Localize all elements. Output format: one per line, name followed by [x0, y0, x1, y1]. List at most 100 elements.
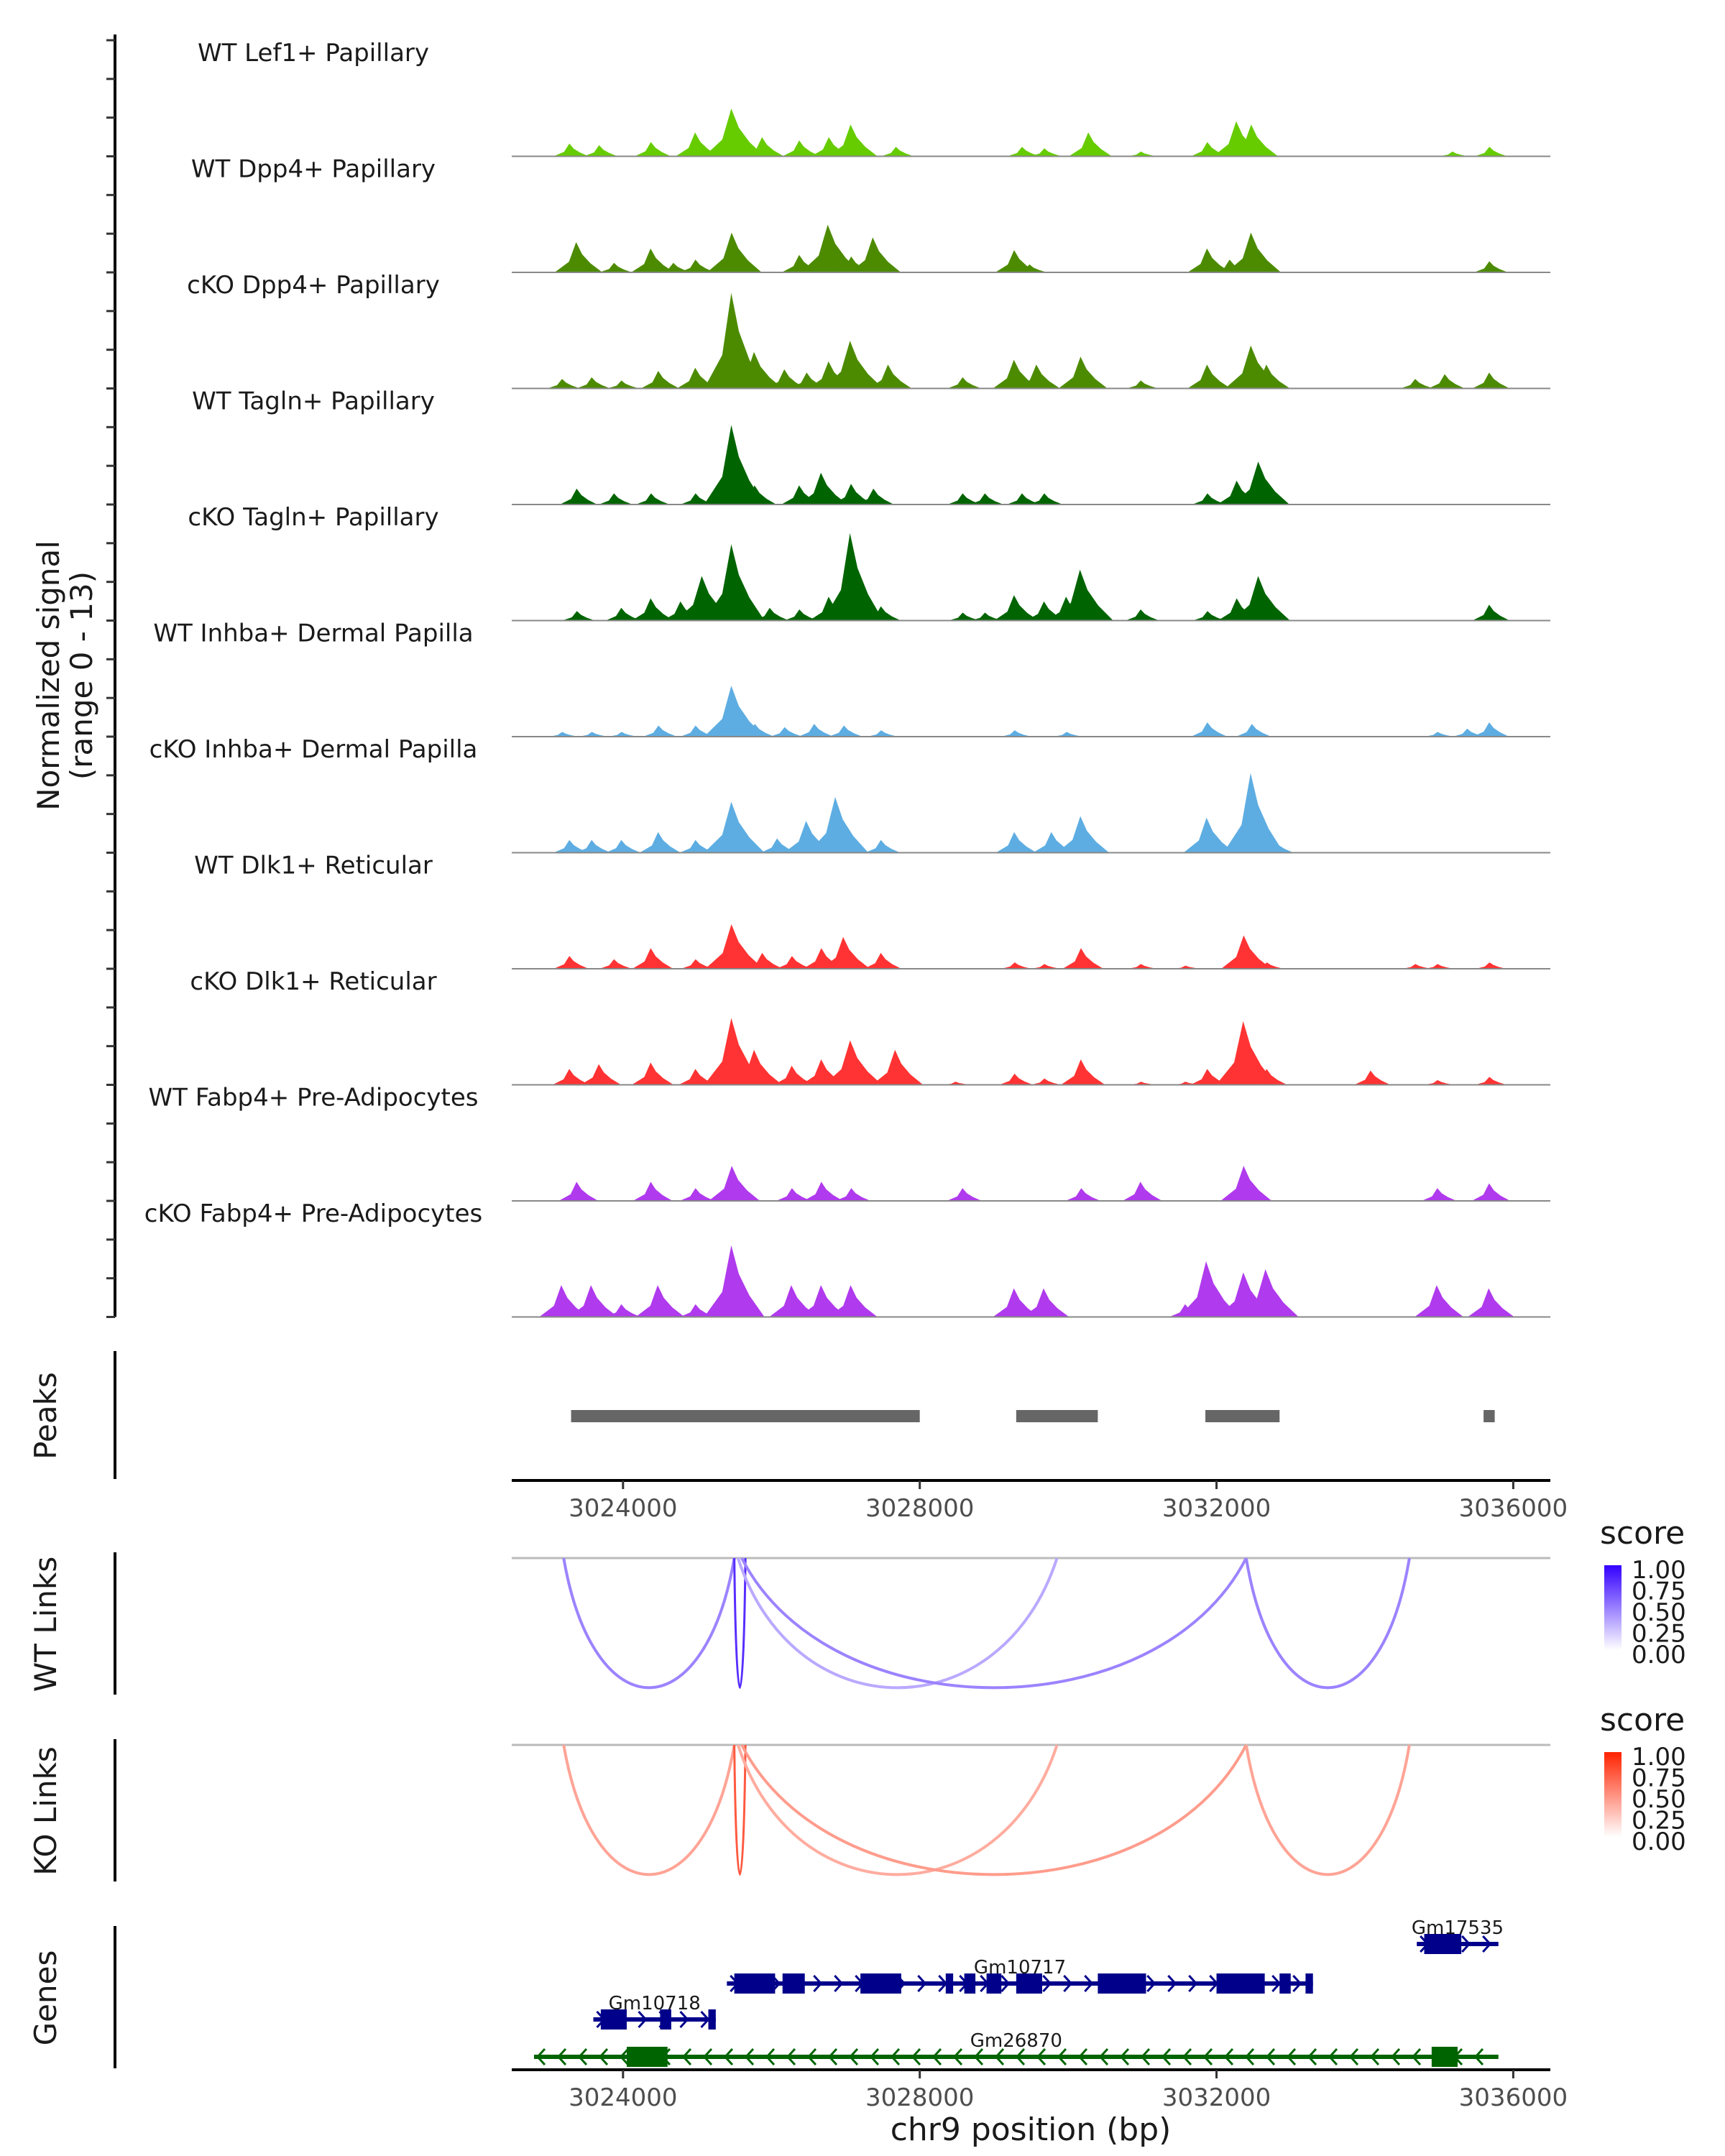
gene-exon	[734, 1973, 776, 1994]
coverage-peak	[1258, 839, 1294, 853]
coverage-peak	[707, 232, 762, 272]
coverage-peak	[769, 1285, 819, 1317]
coverage-peak	[640, 371, 680, 389]
coverage-peak	[1122, 1181, 1162, 1201]
coverage-track: WT Dlk1+ Reticular	[194, 851, 1550, 969]
gene-exon	[1305, 1973, 1313, 1994]
strand-arrow-icon	[1167, 1974, 1177, 1993]
coverage-peak	[584, 145, 618, 157]
gene-exon	[660, 2009, 671, 2030]
coverage-peak	[658, 262, 691, 272]
coverage-peak	[770, 727, 803, 737]
coverage-track-label: WT Dlk1+ Reticular	[194, 851, 433, 880]
coverage-peak	[1220, 1166, 1272, 1201]
coverage-peak	[822, 341, 883, 389]
coverage-peak	[947, 1188, 983, 1201]
peak-interval	[1016, 1410, 1098, 1422]
coverage-peak	[704, 544, 765, 621]
coverage-peak	[599, 262, 632, 272]
link-arc	[1244, 1744, 1411, 1876]
gene-exon	[964, 1973, 976, 1994]
coverage-peak	[1249, 1069, 1287, 1085]
coverage-peak	[828, 725, 863, 737]
gene-exon	[945, 1973, 954, 1994]
legend-tick-label: 0.25	[1632, 1807, 1686, 1835]
coverage-peak	[730, 351, 783, 389]
peak-interval	[1484, 1410, 1495, 1422]
peaks-track	[571, 1410, 1495, 1422]
strand-arrow-icon	[598, 2047, 609, 2066]
coverage-peak	[1006, 493, 1041, 505]
coverage-peak	[1424, 964, 1454, 969]
gene-model: Gm10717	[727, 1957, 1313, 1994]
coverage-peak	[1191, 722, 1228, 737]
coverage-peak	[1424, 732, 1454, 737]
gene-exon	[1216, 1973, 1265, 1994]
coverage-peak	[1192, 611, 1226, 621]
coverage-peak	[1476, 962, 1506, 969]
x-axis-tick-label: 3036000	[1459, 2083, 1568, 2112]
gene-exon	[1279, 1973, 1291, 1994]
coverage-peak	[880, 147, 914, 157]
strand-arrow-icon	[1411, 2047, 1422, 2066]
coverage-peak	[676, 132, 719, 157]
coverage-peak	[1475, 1077, 1507, 1085]
link-arc	[736, 1744, 1059, 1876]
coverage-peak	[1400, 379, 1434, 389]
coverage-peak	[864, 952, 902, 969]
legend-tick-label: 0.25	[1632, 1620, 1686, 1649]
x-axis-tick-label: 3024000	[569, 1494, 677, 1523]
coverage-peak	[1030, 148, 1062, 157]
coverage-peak	[835, 1188, 871, 1201]
coverage-peak	[1414, 1285, 1464, 1317]
coverage-peak	[1000, 730, 1032, 737]
link-arc	[562, 1744, 736, 1876]
strand-arrow-icon	[1015, 2047, 1026, 2066]
strand-arrow-icon	[619, 2047, 630, 2066]
coverage-peak	[1232, 576, 1290, 621]
link-arc	[733, 1744, 747, 1876]
coverage-peak	[562, 611, 595, 621]
coverage-peak	[553, 956, 589, 969]
coverage-peak	[678, 1069, 717, 1085]
strand-arrow-icon	[1098, 2047, 1109, 2066]
coverage-track: WT Inhba+ Dermal Papilla	[153, 619, 1550, 737]
coverage-peak	[773, 1065, 814, 1085]
coverage-peak	[739, 724, 775, 737]
peak-interval	[1205, 1410, 1280, 1422]
coverage-peak	[766, 369, 806, 389]
strand-arrow-icon	[911, 2047, 921, 2066]
coverage-peak	[1062, 948, 1104, 969]
coverage-track: cKO Dpp4+ Papillary	[187, 271, 1550, 390]
gene-name-label: Gm26870	[970, 2030, 1062, 2052]
coverage-peak	[704, 292, 765, 389]
coverage-peak	[632, 1181, 673, 1201]
coverage-peak	[1065, 1188, 1101, 1201]
coverage-peak	[969, 493, 1004, 505]
gene-exon	[600, 2009, 627, 2030]
coverage-peak	[1246, 364, 1290, 389]
coverage-peak	[799, 1285, 848, 1317]
coverage-peak	[634, 142, 671, 157]
coverage-peak	[704, 425, 765, 505]
coverage-peak	[948, 612, 980, 621]
gene-exon	[626, 2047, 668, 2067]
coverage-y-axis	[106, 34, 116, 1318]
coverage-track: WT Dpp4+ Papillary	[191, 155, 1550, 273]
coverage-peak	[776, 956, 811, 969]
coverage-peak	[679, 1304, 715, 1317]
gene-model: Gm10718	[593, 1993, 716, 2030]
coverage-peak	[631, 598, 674, 621]
coverage-peak	[631, 248, 675, 272]
gene-name-label: Gm10718	[609, 1993, 701, 2014]
strand-arrow-icon	[890, 2047, 901, 2066]
coverage-peak	[947, 493, 982, 505]
x-axis-top: 3024000 3028000 3032000 3036000	[512, 1479, 1568, 1523]
coverage-peak	[559, 488, 597, 505]
strand-arrow-icon	[1348, 2047, 1359, 2066]
coverage-peak	[1015, 264, 1047, 272]
coverage-peak	[1472, 372, 1510, 389]
coverage-peak	[548, 732, 579, 737]
coverage-peak	[1190, 1069, 1228, 1085]
